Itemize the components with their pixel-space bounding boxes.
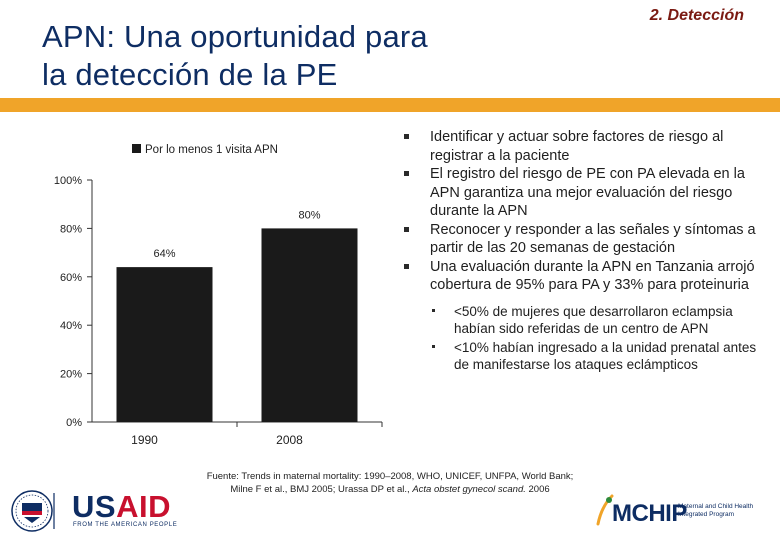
bar-chart: 0% 20% 40% 60% 80% 100% 64% 1990 80% 2008 Por lo m… [54, 144, 383, 447]
mchip-mark-icon [596, 494, 614, 526]
sub-bullet-list: <50% de mujeres que desarrollaron eclamp… [398, 303, 758, 374]
usaid-tagline: FROM THE AMERICAN PEOPLE [73, 522, 178, 528]
bullet-list: Identificar y actuar sobre factores de r… [398, 128, 758, 375]
header-divider [0, 98, 780, 112]
title-line-2: la detección de la PE [42, 57, 338, 92]
bar-2008 [261, 228, 358, 422]
y-tick-label: 0% [66, 417, 82, 429]
bar-value-label: 64% [153, 248, 175, 260]
citation-year: 2006 [525, 484, 550, 495]
legend-swatch [132, 144, 141, 153]
x-tick-label: 2008 [276, 433, 303, 447]
page-title: APN: Una oportunidad para la detección d… [42, 18, 562, 94]
legend-label: Por lo menos 1 visita APN [145, 144, 278, 156]
bar-value-label: 80% [298, 209, 320, 221]
usaid-seal-icon [11, 490, 55, 532]
bar-1990 [116, 267, 213, 422]
bullet-item: Identificar y actuar sobre factores de r… [398, 128, 758, 165]
citation-text: Milne F et al., BMJ 2005; Urassa DP et a… [230, 484, 413, 495]
usaid-logo: USAID [72, 489, 171, 524]
y-tick-label: 20% [60, 369, 82, 381]
y-tick-label: 80% [60, 223, 82, 235]
mchip-logo: MCHIP [612, 500, 687, 527]
source-citation: Fuente: Trends in maternal mortality: 19… [190, 470, 590, 496]
y-tick-label: 40% [60, 320, 82, 332]
citation-line-1: Fuente: Trends in maternal mortality: 19… [206, 471, 574, 482]
bullet-item: El registro del riesgo de PE con PA elev… [398, 165, 758, 221]
x-tick-label: 1990 [131, 433, 158, 447]
citation-journal: Acta obstet gynecol scand. [412, 484, 526, 495]
citation-line-2: Milne F et al., BMJ 2005; Urassa DP et a… [190, 483, 590, 496]
sub-bullet-item: <10% habían ingresado a la unidad prenat… [426, 339, 758, 374]
title-line-1: APN: Una oportunidad para [42, 19, 428, 54]
usaid-logo-us: US [72, 489, 117, 524]
sub-bullet-item: <50% de mujeres que desarrollaron eclamp… [426, 303, 758, 338]
bullet-item: Una evaluación durante la APN en Tanzani… [398, 258, 758, 295]
section-tag: 2. Detección [649, 7, 744, 24]
y-tick-label: 60% [60, 272, 82, 284]
y-tick-label: 100% [54, 175, 82, 187]
usaid-logo-aid: AID [116, 489, 171, 524]
bullet-item: Reconocer y responder a las señales y sí… [398, 221, 758, 258]
mchip-tagline: Maternal and Child Health Integrated Pro… [678, 503, 754, 518]
